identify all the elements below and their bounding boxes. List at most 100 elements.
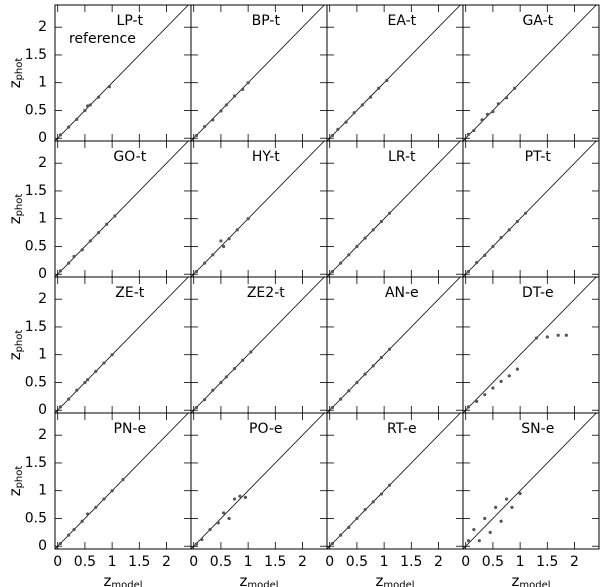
point (491, 244, 495, 249)
point (203, 124, 207, 129)
point (504, 96, 509, 100)
point (203, 261, 207, 265)
point (360, 103, 364, 107)
point (387, 211, 392, 215)
y-tick-label: 1.5 (25, 319, 47, 335)
point (336, 127, 340, 131)
point (227, 516, 231, 521)
panel-title: LR-t (388, 149, 416, 165)
point (347, 389, 351, 393)
point (491, 109, 495, 114)
point (510, 505, 514, 509)
x-axis-label: zmodel (103, 572, 142, 587)
point (75, 117, 79, 121)
y-axis-label-main: z (6, 216, 24, 224)
x-tick-label: 0 (53, 554, 62, 570)
point (387, 347, 392, 351)
diagonal (326, 4, 461, 142)
point (491, 386, 495, 390)
panel-title: EA-t (387, 13, 416, 29)
x-tick-label: 1.5 (264, 554, 286, 570)
point (507, 228, 511, 232)
point (94, 369, 98, 373)
point (472, 128, 476, 133)
point (58, 541, 63, 546)
diagonal (190, 4, 325, 142)
panel-title: LP-t (117, 13, 144, 29)
y-axis-label-main: z (6, 80, 24, 88)
point (475, 399, 479, 403)
x-tick-label: 2 (298, 554, 307, 570)
point (339, 261, 343, 265)
y-tick-label: 0 (38, 538, 47, 554)
y-tick-label: 1 (38, 347, 47, 363)
point (499, 519, 503, 523)
point (88, 103, 92, 107)
y-tick-label: 0.5 (25, 374, 47, 390)
y-tick-label: 1.5 (25, 455, 47, 471)
point (545, 335, 549, 339)
point (564, 333, 568, 337)
diagonal (54, 140, 189, 278)
point (88, 239, 92, 243)
point (483, 516, 487, 521)
y-tick-label: 1 (38, 75, 47, 91)
point (363, 236, 367, 240)
diagonal (190, 412, 325, 550)
x-tick-label: 0.5 (346, 554, 368, 570)
point (466, 539, 471, 543)
point (485, 112, 490, 116)
y-tick-label: 0 (38, 130, 47, 146)
point (371, 500, 375, 504)
x-tick-label: 0 (325, 554, 334, 570)
point (72, 527, 76, 532)
point (86, 104, 90, 108)
point (347, 525, 351, 529)
x-axis-label-main: z (511, 572, 519, 587)
point (203, 398, 207, 402)
point (58, 269, 63, 273)
y-axis-label-sub: phot (14, 194, 25, 217)
y-tick-label: 1 (38, 211, 47, 227)
point (515, 219, 520, 224)
x-tick-label: 2 (162, 554, 171, 570)
panel-title: GA-t (522, 13, 553, 29)
point (379, 219, 383, 224)
point (194, 269, 199, 274)
y-tick-label: 1.5 (25, 47, 47, 63)
x-tick-label: 0 (461, 554, 470, 570)
y-tick-label: 0 (38, 266, 47, 282)
x-tick-label: 0 (189, 554, 198, 570)
y-tick-label: 1.5 (25, 183, 47, 199)
point (216, 521, 220, 525)
panel-title: RT-e (387, 421, 417, 437)
point (235, 228, 239, 232)
point (246, 217, 250, 221)
panel-title: PO-e (249, 421, 283, 437)
point (379, 492, 383, 496)
point (249, 350, 253, 354)
point (515, 367, 520, 371)
x-tick-label: 1.5 (400, 554, 422, 570)
point (339, 397, 343, 401)
point (496, 102, 500, 106)
point (330, 269, 335, 274)
x-tick-label: 0.5 (482, 554, 504, 570)
point (86, 378, 90, 382)
point (75, 388, 79, 392)
diagonal (462, 4, 597, 142)
point (200, 537, 204, 542)
point (113, 214, 117, 218)
point (241, 358, 245, 362)
x-tick-label: 1 (244, 554, 253, 570)
point (466, 405, 471, 409)
point (371, 228, 375, 232)
point (363, 507, 367, 512)
y-tick-label: 2 (38, 155, 47, 171)
point (368, 95, 373, 99)
point (232, 497, 237, 501)
x-axis-label-sub: model (519, 580, 550, 587)
point (475, 260, 479, 265)
x-tick-label: 1 (516, 554, 525, 570)
point (480, 118, 484, 122)
